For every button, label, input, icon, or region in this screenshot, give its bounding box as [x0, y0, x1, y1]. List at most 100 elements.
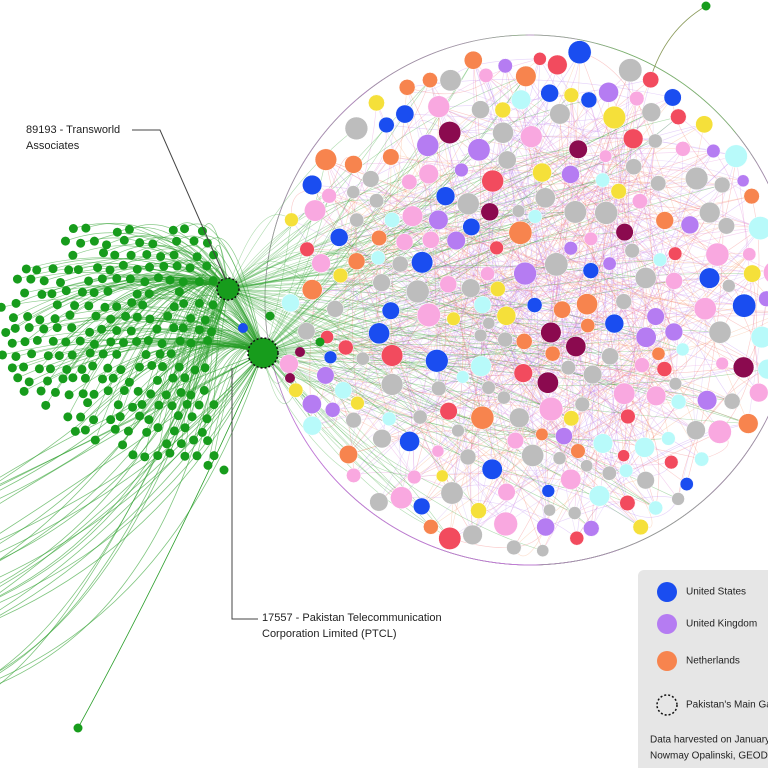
edge: [340, 275, 625, 394]
edge: [332, 113, 561, 411]
node: [20, 288, 30, 298]
node: [132, 289, 142, 299]
node: [301, 279, 323, 300]
edge: [362, 357, 421, 418]
node: [334, 381, 353, 400]
node: [339, 445, 358, 464]
edge: [262, 352, 364, 383]
edge: [340, 275, 587, 467]
edge: [227, 237, 340, 298]
node: [401, 173, 418, 190]
node: [526, 297, 543, 313]
node: [511, 204, 526, 218]
node: [43, 376, 53, 386]
node: [169, 250, 179, 260]
node: [695, 115, 714, 134]
node: [127, 298, 137, 308]
edge: [227, 214, 292, 290]
edge: [0, 352, 264, 618]
edge: [348, 211, 491, 455]
edge: [407, 65, 506, 95]
node: [187, 412, 197, 422]
node: [438, 527, 462, 550]
node: [62, 364, 72, 374]
edge: [362, 150, 714, 359]
node: [560, 468, 582, 490]
node: [98, 349, 108, 359]
node: [43, 351, 53, 361]
node: [145, 262, 155, 272]
node: [20, 337, 30, 347]
edge: [571, 94, 761, 229]
node: [135, 411, 145, 421]
node: [631, 193, 648, 210]
node: [12, 274, 22, 284]
edge: [389, 275, 768, 420]
node: [203, 436, 213, 446]
node: [315, 337, 325, 347]
node: [24, 377, 34, 387]
edge: [438, 270, 591, 389]
node: [422, 72, 438, 88]
node: [547, 54, 568, 75]
edge: [176, 235, 264, 354]
edge: [262, 315, 507, 354]
edge: [472, 264, 557, 535]
edge: [163, 259, 264, 354]
edge: [421, 70, 631, 507]
node: [91, 311, 101, 321]
node: [663, 88, 682, 107]
edge: [339, 172, 543, 238]
node: [112, 349, 122, 359]
edge: [390, 273, 526, 311]
edge: [525, 273, 721, 333]
edge: [520, 99, 718, 255]
node: [350, 395, 365, 411]
node: [219, 465, 229, 475]
edge: [492, 34, 611, 48]
edge: [325, 159, 721, 333]
node: [21, 264, 31, 274]
node: [680, 215, 700, 235]
node: [179, 298, 189, 308]
node: [113, 400, 123, 410]
edge: [582, 331, 721, 405]
node: [288, 382, 304, 398]
edge: [625, 156, 737, 471]
node: [497, 58, 513, 74]
node: [641, 102, 662, 122]
edge: [390, 156, 659, 184]
edge: [524, 76, 577, 347]
node: [724, 144, 748, 168]
node: [615, 223, 634, 242]
edge: [0, 288, 229, 560]
edge: [417, 291, 733, 402]
edge: [189, 261, 264, 354]
node: [697, 390, 718, 411]
node: [194, 298, 204, 308]
edge: [602, 111, 652, 181]
node: [238, 323, 248, 333]
node: [311, 253, 331, 273]
node: [67, 350, 77, 360]
node: [106, 415, 116, 425]
gateway-node: [216, 277, 240, 301]
edge: [51, 285, 264, 354]
edge: [262, 172, 543, 354]
edge: [492, 468, 641, 528]
edge: [391, 384, 592, 529]
edge: [602, 111, 652, 181]
node: [77, 287, 87, 297]
node: [454, 162, 469, 178]
edge: [428, 173, 710, 279]
node: [470, 502, 487, 519]
node: [655, 211, 674, 230]
edge: [535, 149, 580, 217]
edge: [523, 224, 691, 342]
node: [384, 211, 401, 228]
node: [326, 300, 344, 318]
edge: [649, 5, 707, 81]
node: [75, 336, 85, 346]
node: [110, 424, 120, 434]
node: [381, 344, 404, 367]
